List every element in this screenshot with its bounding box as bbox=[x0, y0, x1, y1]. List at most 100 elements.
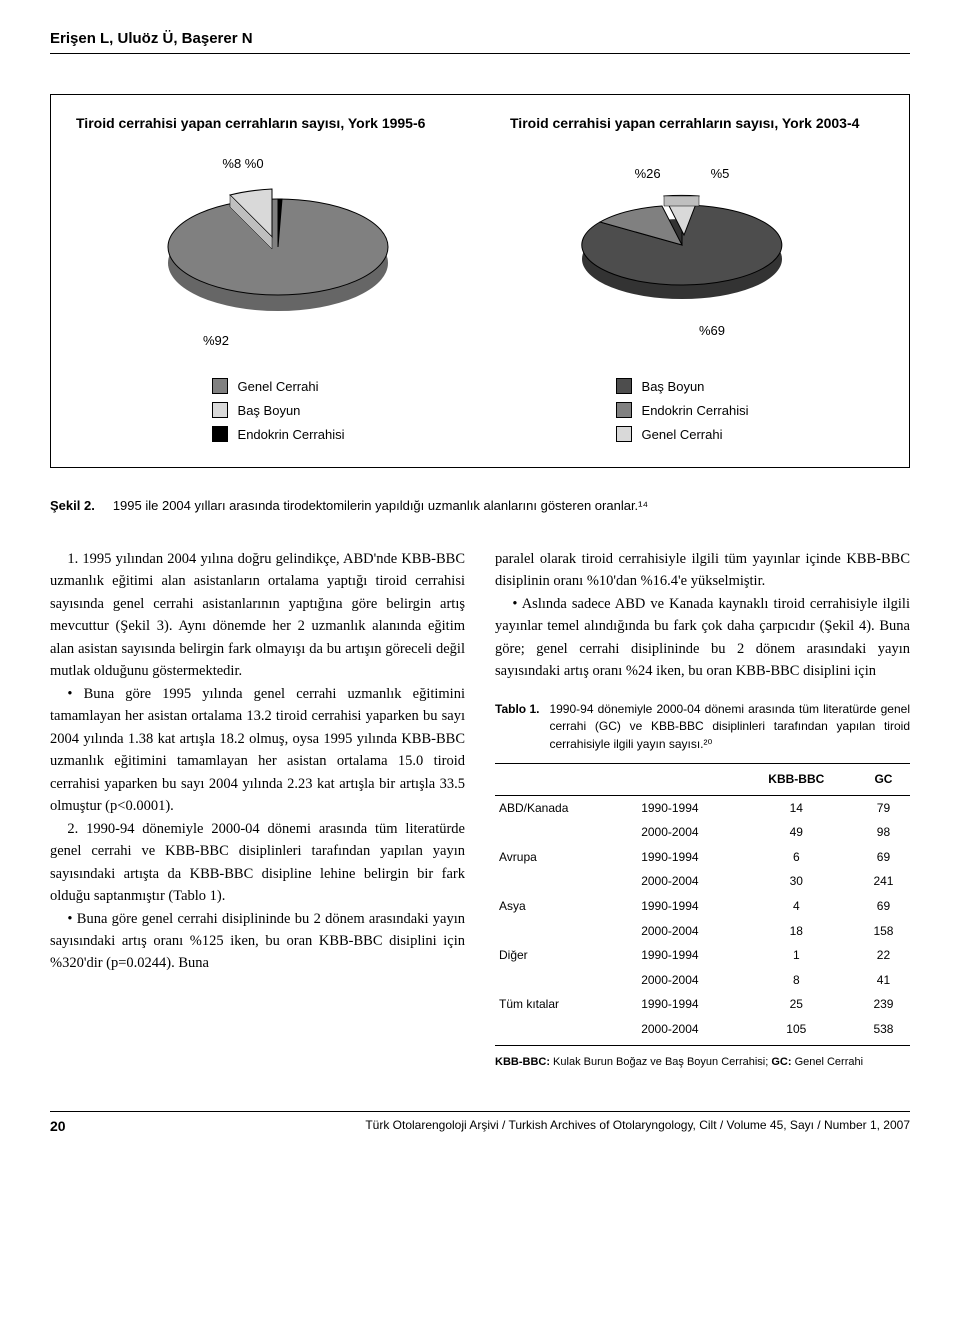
table-cell: 6 bbox=[736, 845, 857, 870]
table-1-caption: Tablo 1. 1990-94 dönemiyle 2000-04 dönem… bbox=[495, 701, 910, 753]
table-cell: ABD/Kanada bbox=[495, 795, 611, 820]
table-note-text: Kulak Burun Boğaz ve Baş Boyun Cerrahisi… bbox=[550, 1056, 771, 1068]
table-cell: 241 bbox=[857, 869, 910, 894]
table-cell: 1990-1994 bbox=[611, 943, 736, 968]
table-cell: 2000-2004 bbox=[611, 820, 736, 845]
table-cell: 1990-1994 bbox=[611, 992, 736, 1017]
table-cell bbox=[495, 968, 611, 993]
legend-label: Baş Boyun bbox=[238, 403, 301, 418]
swatch-icon bbox=[616, 426, 632, 442]
legend-left: Genel Cerrahi Baş Boyun Endokrin Cerrahi… bbox=[212, 378, 345, 442]
table-cell: 49 bbox=[736, 820, 857, 845]
pie-left-top-labels: %8 %0 bbox=[113, 156, 373, 171]
table-cell: 18 bbox=[736, 919, 857, 944]
table-cell: Avrupa bbox=[495, 845, 611, 870]
page-footer: 20 Türk Otolarengoloji Arşivi / Turkish … bbox=[50, 1111, 910, 1134]
table-1: KBB-BBC GC ABD/Kanada1990-199414792000-2… bbox=[495, 763, 910, 1046]
table-row: Avrupa1990-1994669 bbox=[495, 845, 910, 870]
swatch-icon bbox=[616, 378, 632, 394]
table-cell: Asya bbox=[495, 894, 611, 919]
swatch-icon bbox=[212, 426, 228, 442]
body-paragraph: • Buna göre 1995 yılında genel cerrahi u… bbox=[50, 683, 465, 818]
table-row: 2000-200418158 bbox=[495, 919, 910, 944]
table-header bbox=[495, 763, 611, 795]
table-cell: 4 bbox=[736, 894, 857, 919]
legend-item: Genel Cerrahi bbox=[212, 378, 345, 394]
chart-left-title: Tiroid cerrahisi yapan cerrahların sayıs… bbox=[76, 115, 450, 131]
table-row: Asya1990-1994469 bbox=[495, 894, 910, 919]
swatch-icon bbox=[212, 378, 228, 394]
legend-label: Endokrin Cerrahisi bbox=[642, 403, 749, 418]
pie-chart-right: %26 %5 %69 bbox=[552, 166, 812, 338]
body-paragraph: 1. 1995 yılından 2004 yılına doğru gelin… bbox=[50, 548, 465, 683]
legend-item: Baş Boyun bbox=[616, 378, 749, 394]
pie-right-top-label-right: %5 bbox=[711, 166, 730, 181]
table-caption-label: Tablo 1. bbox=[495, 701, 539, 753]
table-cell: 239 bbox=[857, 992, 910, 1017]
body-column-right: paralel olarak tiroid cerrahisiyle ilgil… bbox=[495, 548, 910, 1071]
table-row: ABD/Kanada1990-19941479 bbox=[495, 795, 910, 820]
table-header bbox=[611, 763, 736, 795]
table-caption-text: 1990-94 dönemiyle 2000-04 dönemi arasınd… bbox=[549, 701, 910, 753]
table-cell: 30 bbox=[736, 869, 857, 894]
body-column-left: 1. 1995 yılından 2004 yılına doğru gelin… bbox=[50, 548, 465, 1071]
table-cell: 2000-2004 bbox=[611, 1017, 736, 1045]
legend-label: Genel Cerrahi bbox=[642, 427, 723, 442]
table-cell: 69 bbox=[857, 845, 910, 870]
body-paragraph: • Buna göre genel cerrahi disiplininde b… bbox=[50, 908, 465, 975]
table-cell: 79 bbox=[857, 795, 910, 820]
table-cell: 2000-2004 bbox=[611, 919, 736, 944]
swatch-icon bbox=[616, 402, 632, 418]
table-cell: 25 bbox=[736, 992, 857, 1017]
pie-chart-left: %8 %0 %92 bbox=[148, 156, 408, 348]
legend-item: Baş Boyun bbox=[212, 402, 345, 418]
chart-right-title: Tiroid cerrahisi yapan cerrahların sayıs… bbox=[450, 115, 884, 131]
table-cell: 158 bbox=[857, 919, 910, 944]
pie-left-below-label: %92 bbox=[203, 333, 408, 348]
journal-citation: Türk Otolarengoloji Arşivi / Turkish Arc… bbox=[365, 1118, 910, 1134]
figure-caption-text: 1995 ile 2004 yılları arasında tirodekto… bbox=[113, 498, 648, 513]
pie-right-top-label-left: %26 bbox=[635, 166, 661, 181]
table-row: Tüm kıtalar1990-199425239 bbox=[495, 992, 910, 1017]
table-cell: 14 bbox=[736, 795, 857, 820]
table-cell bbox=[495, 1017, 611, 1045]
body-paragraph: 2. 1990-94 dönemiyle 2000-04 dönemi aras… bbox=[50, 818, 465, 908]
legend-item: Endokrin Cerrahisi bbox=[616, 402, 749, 418]
table-row: 2000-20044998 bbox=[495, 820, 910, 845]
table-cell: 41 bbox=[857, 968, 910, 993]
table-cell bbox=[495, 869, 611, 894]
figure-2-caption: Şekil 2. 1995 ile 2004 yılları arasında … bbox=[50, 498, 910, 513]
legend-label: Baş Boyun bbox=[642, 379, 705, 394]
table-cell: 22 bbox=[857, 943, 910, 968]
legend-item: Genel Cerrahi bbox=[616, 426, 749, 442]
table-cell: 69 bbox=[857, 894, 910, 919]
table-cell: 2000-2004 bbox=[611, 869, 736, 894]
figure-caption-label: Şekil 2. bbox=[50, 498, 95, 513]
body-paragraph: paralel olarak tiroid cerrahisiyle ilgil… bbox=[495, 548, 910, 593]
table-cell: 8 bbox=[736, 968, 857, 993]
legend-right: Baş Boyun Endokrin Cerrahisi Genel Cerra… bbox=[616, 378, 749, 442]
table-note-bold: KBB-BBC: bbox=[495, 1056, 550, 1068]
table-cell: 538 bbox=[857, 1017, 910, 1045]
table-cell: 1 bbox=[736, 943, 857, 968]
table-header: KBB-BBC bbox=[736, 763, 857, 795]
table-cell: 105 bbox=[736, 1017, 857, 1045]
table-note-text: Genel Cerrahi bbox=[792, 1056, 864, 1068]
body-paragraph: • Aslında sadece ABD ve Kanada kaynaklı … bbox=[495, 593, 910, 683]
table-row: 2000-2004841 bbox=[495, 968, 910, 993]
table-cell: 98 bbox=[857, 820, 910, 845]
legend-label: Genel Cerrahi bbox=[238, 379, 319, 394]
legend-label: Endokrin Cerrahisi bbox=[238, 427, 345, 442]
legend-item: Endokrin Cerrahisi bbox=[212, 426, 345, 442]
table-cell: Tüm kıtalar bbox=[495, 992, 611, 1017]
authors-header: Erişen L, Uluöz Ü, Başerer N bbox=[50, 30, 910, 54]
table-cell: Diğer bbox=[495, 943, 611, 968]
figure-2-box: Tiroid cerrahisi yapan cerrahların sayıs… bbox=[50, 94, 910, 468]
table-row: Diğer1990-1994122 bbox=[495, 943, 910, 968]
page-number: 20 bbox=[50, 1118, 66, 1134]
table-cell: 1990-1994 bbox=[611, 894, 736, 919]
table-row: 2000-2004105538 bbox=[495, 1017, 910, 1045]
table-cell: 1990-1994 bbox=[611, 795, 736, 820]
swatch-icon bbox=[212, 402, 228, 418]
table-cell: 1990-1994 bbox=[611, 845, 736, 870]
